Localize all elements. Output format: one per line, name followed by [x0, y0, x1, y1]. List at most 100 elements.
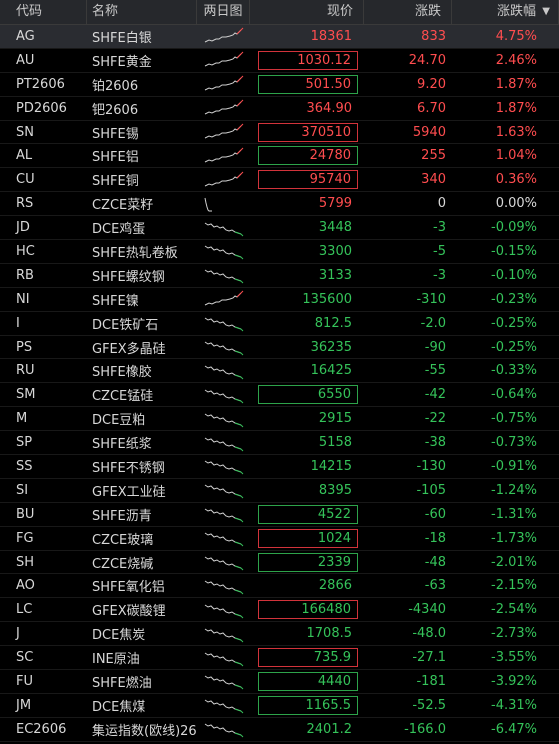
sparkline-path — [204, 30, 241, 43]
sparkline-chart — [204, 365, 243, 380]
table-row[interactable]: RS CZCE菜籽 5799 0 0.00% — [0, 192, 559, 217]
price-value: 2339 — [258, 552, 358, 572]
table-row[interactable]: AG SHFE白银 18361 833 4.75% — [0, 25, 559, 49]
sparkline-chart — [204, 652, 243, 666]
cell-change-pct: 2.46% — [495, 52, 537, 68]
cell-price: 2401.2 — [250, 718, 364, 741]
table-row[interactable]: SI GFEX工业硅 8395 -105 -1.24% — [0, 479, 559, 503]
price-value: 135600 — [302, 291, 352, 307]
price-value: 5158 — [318, 435, 352, 451]
cell-code: SN — [16, 124, 34, 140]
table-row[interactable]: I DCE铁矿石 812.5 -2.0 -0.25% — [0, 312, 559, 336]
cell-price: 95740 — [250, 168, 364, 191]
table-row[interactable]: RB SHFE螺纹钢 3133 -3 -0.10% — [0, 264, 559, 288]
table-row[interactable]: LC GFEX碳酸锂 166480 -4340 -2.54% — [0, 598, 559, 623]
cell-change-pct: -3.55% — [491, 650, 537, 666]
cell-code: PS — [16, 339, 33, 355]
cell-price: 18361 — [250, 25, 364, 48]
sparkline-tail — [234, 469, 243, 475]
cell-sparkline — [197, 551, 250, 574]
cell-code: LC — [16, 602, 33, 618]
cell-change: -48 — [424, 554, 446, 570]
table-row[interactable]: HC SHFE热轧卷板 3300 -5 -0.15% — [0, 240, 559, 264]
cell-price: 14215 — [250, 455, 364, 478]
cell-code: NI — [16, 291, 30, 307]
cell-price: 2866 — [250, 574, 364, 597]
cell-change: -42 — [424, 387, 446, 403]
table-row[interactable]: SM CZCE锰硅 6550 -42 -0.64% — [0, 383, 559, 408]
cell-change: -38 — [424, 435, 446, 451]
table-row[interactable]: FU SHFE燃油 4440 -181 -3.92% — [0, 670, 559, 694]
table-row[interactable]: PT2606 铂2606 501.50 9.20 1.87% — [0, 73, 559, 97]
cell-change: 340 — [421, 172, 446, 188]
table-row[interactable]: CU SHFE铜 95740 340 0.36% — [0, 168, 559, 193]
cell-change-pct: 1.87% — [495, 76, 537, 92]
sparkline-chart — [204, 676, 243, 690]
table-row[interactable]: SP SHFE纸浆 5158 -38 -0.73% — [0, 431, 559, 456]
cell-name: GFEX工业硅 — [92, 484, 166, 500]
table-row[interactable]: SH CZCE烧碱 2339 -48 -2.01% — [0, 551, 559, 575]
sparkline-chart — [204, 269, 243, 284]
sparkline-tail — [234, 589, 243, 595]
cell-name: DCE铁矿石 — [92, 317, 159, 333]
header-price[interactable]: 现价 — [250, 0, 364, 24]
cell-name: 钯2606 — [92, 102, 139, 118]
sparkline-chart — [204, 147, 243, 163]
sparkline-tail — [236, 51, 243, 59]
table-row[interactable]: PD2606 钯2606 364.90 6.70 1.87% — [0, 97, 559, 121]
cell-name: SHFE燃油 — [92, 675, 152, 691]
price-value: 3133 — [318, 267, 352, 283]
table-row[interactable]: M DCE豆粕 2915 -22 -0.75% — [0, 407, 559, 432]
cell-change: -105 — [416, 482, 446, 498]
cell-change: -63 — [424, 578, 446, 594]
cell-change-pct: -1.73% — [491, 530, 537, 546]
price-value: 36235 — [310, 339, 352, 355]
price-value: 501.50 — [258, 74, 358, 94]
price-value: 735.9 — [258, 648, 358, 668]
cell-sparkline — [197, 503, 250, 526]
cell-code: JM — [16, 697, 32, 713]
sort-desc-icon[interactable]: ▼ — [542, 6, 550, 17]
cell-sparkline — [197, 288, 250, 311]
table-row[interactable]: SS SHFE不锈钢 14215 -130 -0.91% — [0, 455, 559, 479]
cell-sparkline — [197, 455, 250, 478]
table-row[interactable]: J DCE焦炭 1708.5 -48.0 -2.73% — [0, 622, 559, 647]
table-row[interactable]: SC INE原油 735.9 -27.1 -3.55% — [0, 646, 559, 671]
sparkline-tail — [234, 326, 243, 332]
header-code[interactable]: 代码 — [0, 0, 87, 24]
table-row[interactable]: AO SHFE氧化铝 2866 -63 -2.15% — [0, 574, 559, 599]
price-value: 1165.5 — [258, 695, 358, 715]
table-row[interactable]: PS GFEX多晶硅 36235 -90 -0.25% — [0, 336, 559, 360]
cell-change-pct: -0.33% — [491, 363, 537, 379]
table-row[interactable]: JM DCE焦煤 1165.5 -52.5 -4.31% — [0, 694, 559, 718]
table-row[interactable]: FG CZCE玻璃 1024 -18 -1.73% — [0, 527, 559, 551]
price-value: 3300 — [318, 243, 352, 259]
sparkline-chart — [204, 484, 243, 499]
table-row[interactable]: RU SHFE橡胶 16425 -55 -0.33% — [0, 359, 559, 384]
cell-name: CZCE锰硅 — [92, 389, 154, 405]
cell-code: SP — [16, 435, 33, 451]
table-row[interactable]: SN SHFE锡 370510 5940 1.63% — [0, 121, 559, 145]
cell-price: 6550 — [250, 383, 364, 406]
header-sparkline[interactable]: 两日图 — [197, 0, 250, 24]
cell-change-pct: -0.25% — [491, 339, 537, 355]
sparkline-tail — [234, 422, 243, 428]
sparkline-path — [204, 149, 241, 163]
sparkline-tail — [234, 254, 243, 260]
sparkline-chart — [204, 75, 243, 91]
table-row[interactable]: AU SHFE黄金 1030.12 24.70 2.46% — [0, 49, 559, 73]
table-row[interactable]: NI SHFE镍 135600 -310 -0.23% — [0, 288, 559, 312]
cell-change-pct: -0.73% — [491, 435, 537, 451]
cell-price: 1030.12 — [250, 49, 364, 72]
cell-code: RS — [16, 196, 34, 212]
sparkline-chart — [204, 461, 243, 475]
table-row[interactable]: BU SHFE沥青 4522 -60 -1.31% — [0, 503, 559, 527]
header-name[interactable]: 名称 — [87, 0, 197, 24]
table-row[interactable]: JD DCE鸡蛋 3448 -3 -0.09% — [0, 216, 559, 241]
cell-code: SS — [16, 458, 33, 474]
header-change[interactable]: 涨跌 — [364, 0, 452, 24]
table-row[interactable]: EC2606 集运指数(欧线)26 2401.2 -166.0 -6.47% — [0, 718, 559, 742]
cell-sparkline — [197, 49, 250, 72]
table-row[interactable]: AL SHFE铝 24780 255 1.04% — [0, 144, 559, 169]
header-change-pct[interactable]: 涨跌幅 ▼ — [452, 0, 559, 24]
